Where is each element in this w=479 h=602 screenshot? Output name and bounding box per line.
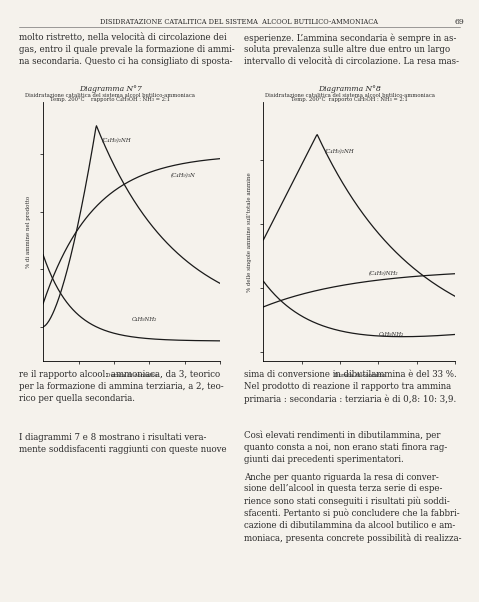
X-axis label: Durata di contatto: Durata di contatto: [333, 373, 385, 378]
Text: Così elevati rendimenti in dibutilammina, per
quanto consta a noi, non erano sta: Così elevati rendimenti in dibutilammina…: [244, 430, 447, 464]
Text: re il rapporto alcool: ammoniaca, da 3, teorico
per la formazione di ammina terz: re il rapporto alcool: ammoniaca, da 3, …: [19, 370, 224, 403]
Text: Diagramma N°7: Diagramma N°7: [79, 85, 142, 93]
Text: C₄H₉NH₂: C₄H₉NH₂: [132, 317, 157, 322]
Text: (C₄H₉)₃N: (C₄H₉)₃N: [171, 173, 195, 178]
Text: Anche per quanto riguarda la resa di conver-
sione dell’alcool in questa terza s: Anche per quanto riguarda la resa di con…: [244, 473, 462, 543]
Text: esperienze. L’ammina secondaria è sempre in as-
soluta prevalenza sulle altre du: esperienze. L’ammina secondaria è sempre…: [244, 33, 459, 66]
Text: 69: 69: [455, 18, 465, 26]
Text: (C₄H₉)NH₂: (C₄H₉)NH₂: [369, 271, 399, 276]
Text: DISIDRATAZIONE CATALITICA DEL SISTEMA  ALCOOL BUTILICO-AMMONIACA: DISIDRATAZIONE CATALITICA DEL SISTEMA AL…: [101, 18, 378, 26]
Text: (C₄H₉)₂NH: (C₄H₉)₂NH: [325, 149, 354, 155]
Text: Disidratazione catalitica del sistema alcool butilico-ammoniaca: Disidratazione catalitica del sistema al…: [25, 93, 195, 98]
X-axis label: Durata di contatto: Durata di contatto: [106, 373, 158, 378]
Text: Temp. 200°C  rapporto C₄H₉OH : NH₃ = 2:1: Temp. 200°C rapporto C₄H₉OH : NH₃ = 2:1: [291, 97, 408, 102]
Text: Temp. 200°C    rapporto C₄H₉OH : NH₃ = 2:1: Temp. 200°C rapporto C₄H₉OH : NH₃ = 2:1: [50, 97, 170, 102]
Text: molto ristretto, nella velocità di circolazione dei
gas, entro il quale prevale : molto ristretto, nella velocità di circo…: [19, 33, 235, 66]
Y-axis label: % di ammine nel prodotto: % di ammine nel prodotto: [26, 196, 31, 268]
Text: I diagrammi 7 e 8 mostrano i risultati vera-
mente soddisfacenti raggiunti con q: I diagrammi 7 e 8 mostrano i risultati v…: [19, 433, 227, 455]
Text: sima di conversione in dibutilammina è del 33 %.
Nel prodotto di reazione il rap: sima di conversione in dibutilammina è d…: [244, 370, 457, 403]
Text: Diagramma N°8: Diagramma N°8: [318, 85, 381, 93]
Y-axis label: % delle singole ammine sull’totale ammine: % delle singole ammine sull’totale ammin…: [247, 172, 251, 291]
Text: (C₄H₉)₂NH: (C₄H₉)₂NH: [102, 138, 131, 144]
Text: Disidratazione catalitica del sistema alcool butilico-ammoniaca: Disidratazione catalitica del sistema al…: [265, 93, 434, 98]
Text: C₄H₉NH₂: C₄H₉NH₂: [378, 332, 404, 337]
